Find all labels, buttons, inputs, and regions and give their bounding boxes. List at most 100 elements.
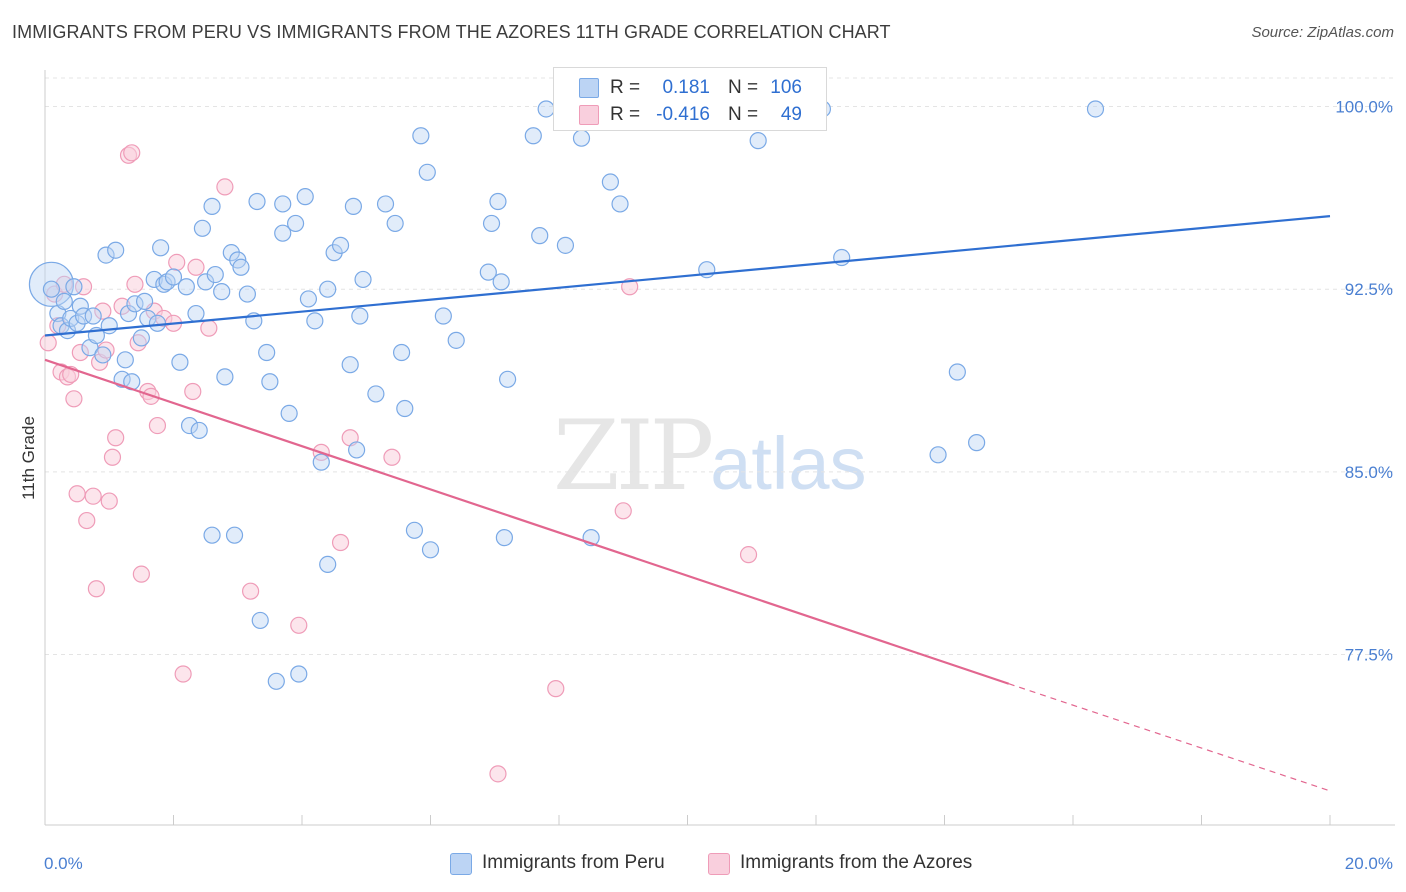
data-point-azores (331, 533, 350, 552)
data-point-azores (68, 485, 86, 503)
data-point-azores (614, 502, 632, 520)
data-point-peru (495, 529, 513, 547)
watermark: ZIPatlas (553, 400, 867, 512)
watermark-zip: ZIP (553, 400, 714, 512)
data-point-peru (177, 278, 195, 296)
data-point-peru (537, 100, 555, 118)
data-point-peru (100, 317, 118, 335)
data-point-peru (55, 292, 73, 310)
data-point-peru (434, 307, 452, 325)
source-label: Source: ZipAtlas.com (1251, 24, 1394, 41)
data-point-peru (929, 446, 947, 464)
data-point-azores (184, 382, 202, 401)
data-point-peru (42, 280, 61, 298)
data-point-azores (148, 416, 167, 435)
data-point-peru (386, 214, 404, 233)
correlation-legend: R = 0.181 N = 106 R = -0.416 N = 49 (553, 67, 827, 131)
r-value: 0.181 (662, 77, 710, 98)
data-point-peru (344, 197, 362, 215)
x-tick-label: 20.0% (1345, 854, 1393, 873)
data-point-peru (749, 132, 767, 150)
data-point-peru (556, 236, 575, 254)
data-point-peru (74, 307, 93, 325)
legend-swatch-peru (450, 853, 472, 875)
y-axis-label: 11th Grade (19, 416, 38, 500)
y-tick-label: 85.0% (1345, 463, 1393, 482)
data-point-peru (948, 363, 966, 381)
trend-lines (44, 215, 1331, 792)
data-point-peru (261, 373, 279, 391)
data-point-peru (1086, 100, 1105, 118)
data-point-peru (319, 280, 337, 298)
data-point-peru (238, 285, 256, 303)
data-point-azores (489, 765, 507, 783)
data-point-azores (39, 334, 57, 352)
data-point-peru (348, 441, 366, 459)
data-point-peru (447, 331, 465, 349)
data-point-peru (280, 404, 298, 423)
data-point-peru (225, 526, 244, 544)
r-label: R = (610, 104, 641, 125)
data-point-azores (71, 343, 89, 362)
data-point-peru (341, 356, 359, 374)
legend-label-peru: Immigrants from Peru (482, 852, 665, 873)
chart-title: IMMIGRANTS FROM PERU VS IMMIGRANTS FROM … (12, 22, 891, 42)
data-point-peru (152, 239, 170, 257)
data-point-peru (367, 385, 385, 403)
data-point-peru (148, 314, 167, 332)
data-point-peru (312, 453, 330, 471)
data-point-azores (123, 144, 141, 162)
data-point-peru (28, 261, 75, 307)
data-point-azores (84, 487, 102, 505)
legend-row-azores: R = -0.416 N = 49 (554, 100, 826, 128)
data-point-azores (168, 253, 186, 272)
data-point-peru (306, 312, 324, 330)
r-label: R = (610, 77, 641, 98)
data-point-peru (190, 421, 208, 440)
data-point-peru (499, 370, 517, 388)
data-point-peru (479, 263, 497, 281)
data-point-peru (968, 434, 986, 452)
data-point-peru (132, 329, 150, 347)
data-point-peru (135, 292, 154, 310)
n-value: 49 (780, 104, 802, 125)
data-point-peru (286, 214, 305, 233)
data-point-peru (203, 197, 221, 215)
data-point-peru (267, 672, 285, 690)
data-point-peru (351, 307, 369, 325)
data-point-azores (290, 616, 308, 634)
tick-labels: 100.0% 92.5% 85.0% 77.5% 0.0% 20.0% (44, 98, 1393, 873)
data-point-azores (78, 511, 96, 530)
data-point-peru (248, 192, 266, 211)
data-point-peru (412, 127, 430, 145)
legend-swatch-azores (708, 853, 730, 875)
axes (44, 70, 1395, 826)
data-point-peru (296, 188, 314, 206)
n-label: N = (728, 104, 759, 125)
data-point-peru (833, 248, 851, 267)
legend-label-azores: Immigrants from the Azores (740, 852, 973, 873)
data-point-peru (319, 555, 337, 574)
data-point-peru (331, 236, 350, 254)
data-point-peru (524, 127, 542, 145)
data-point-azores (103, 448, 122, 466)
data-point-peru (611, 195, 629, 213)
data-point-peru (251, 611, 269, 630)
r-value: -0.416 (656, 104, 710, 125)
data-point-peru (71, 297, 89, 315)
data-point-azores (100, 492, 118, 510)
data-point-azores (74, 278, 93, 296)
data-point-peru (274, 195, 292, 213)
trend-line-peru (44, 215, 1331, 337)
data-point-azores (547, 680, 565, 698)
data-point-peru (489, 192, 507, 211)
data-point-azores (107, 429, 125, 447)
data-point-azores (216, 178, 234, 196)
data-point-peru (65, 278, 83, 296)
x-tick-label: 0.0% (44, 854, 83, 873)
data-point-peru (116, 351, 134, 369)
data-point-azores (126, 275, 144, 293)
data-point-azores (132, 565, 150, 583)
data-point-peru (274, 224, 292, 242)
